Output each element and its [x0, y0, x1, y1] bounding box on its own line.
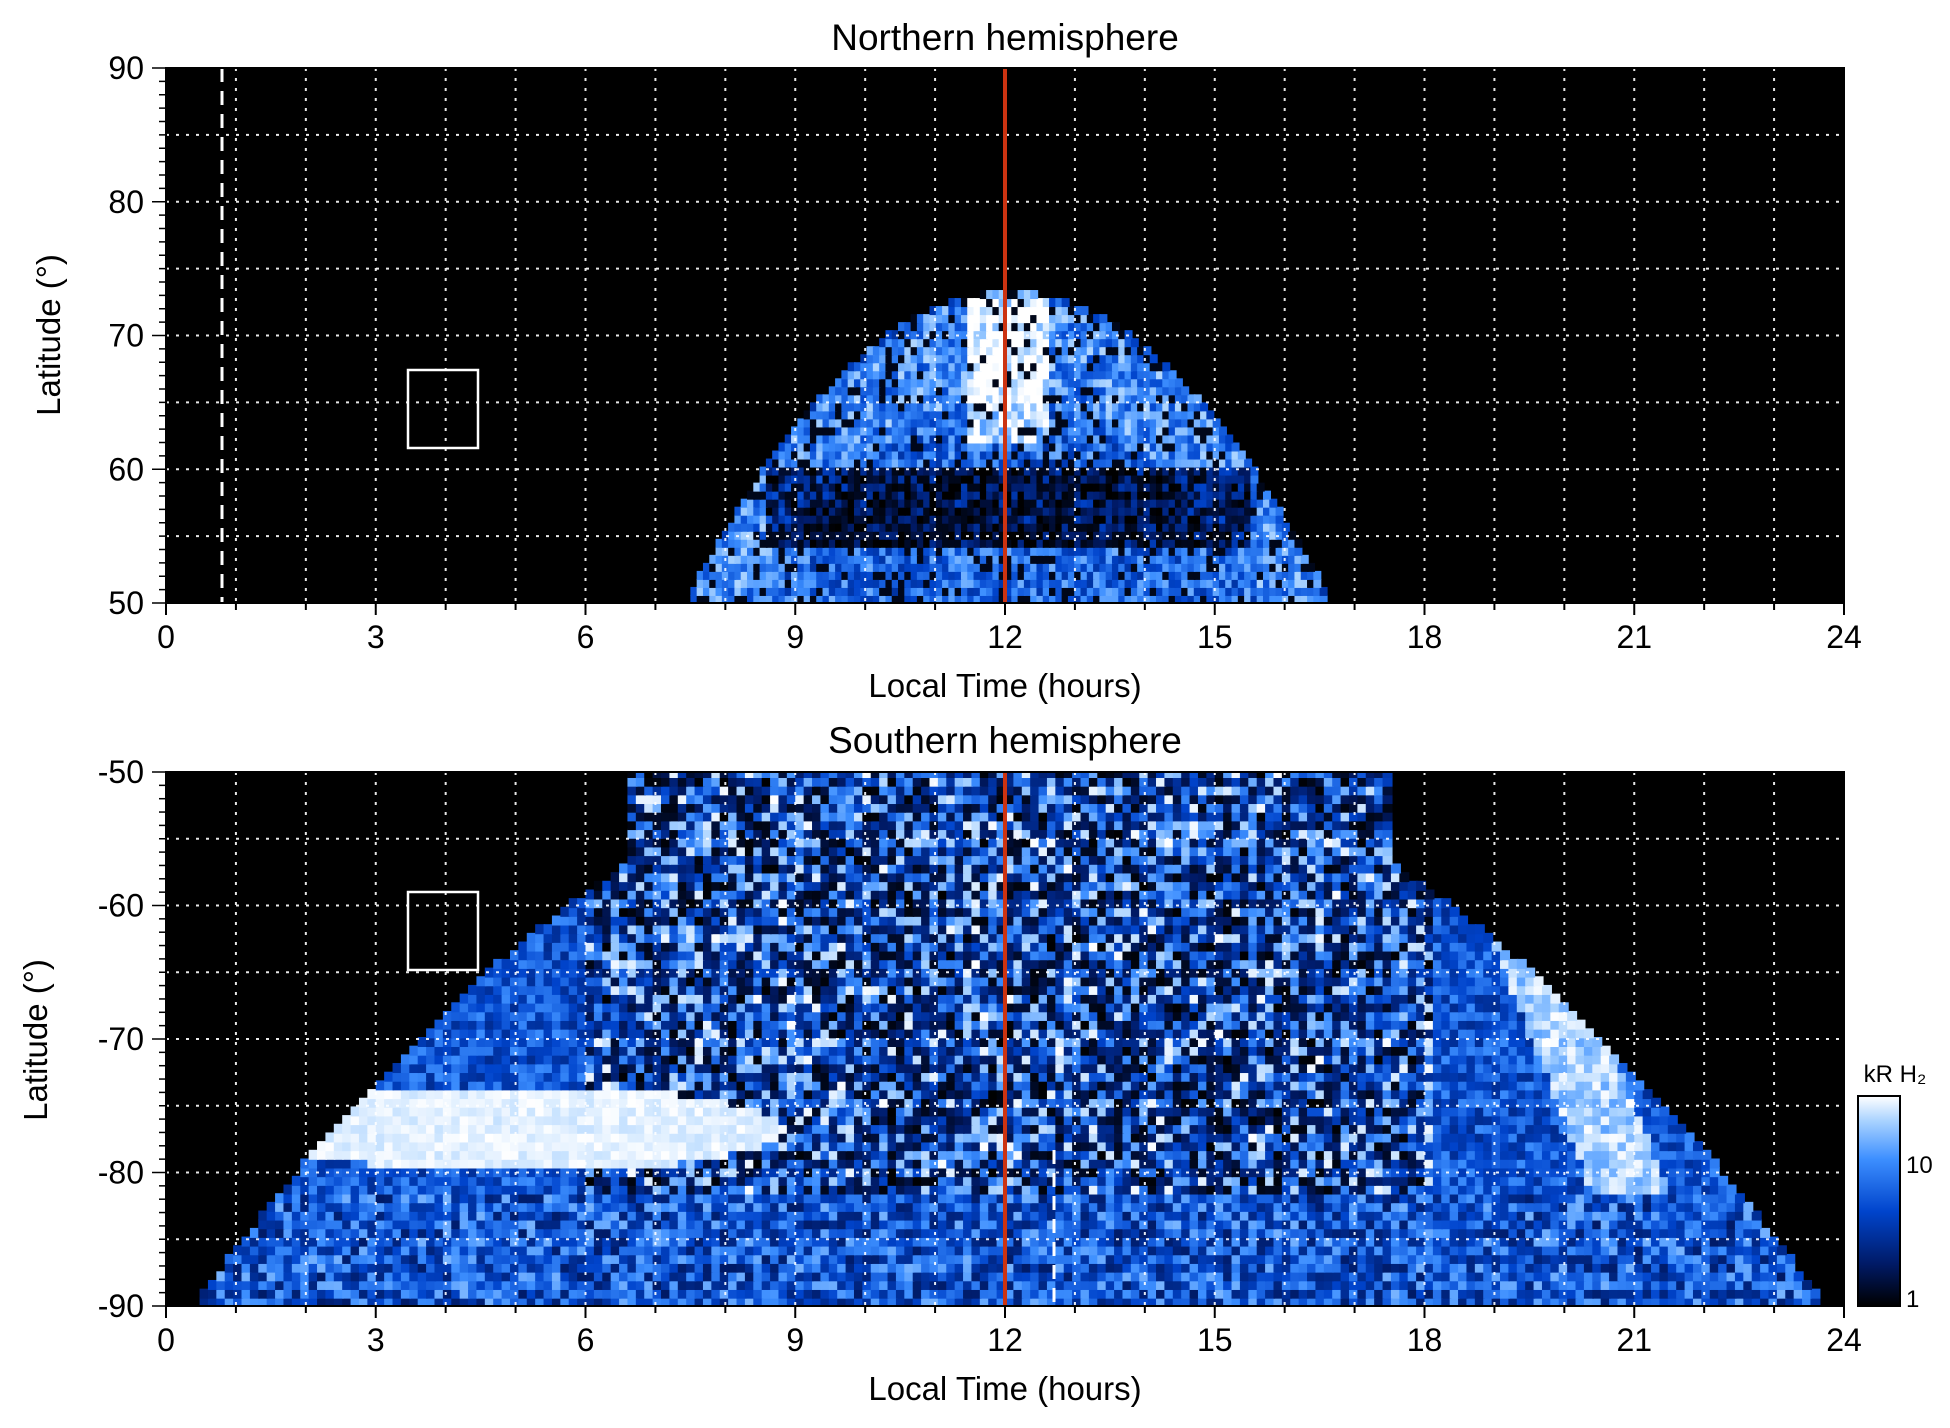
north-heat-cell: [1263, 491, 1271, 500]
north-heat-cell: [1294, 547, 1302, 556]
south-heat-cell: [1777, 1245, 1787, 1255]
north-heat-cell: [1313, 571, 1321, 580]
north-heat-cell: [1313, 579, 1321, 588]
north-heat-cell: [1150, 354, 1158, 363]
north-heat-cell: [1169, 370, 1177, 379]
south-heat-cell: [1768, 1237, 1778, 1247]
north-xtick-label: 18: [1407, 619, 1443, 655]
north-heat-cell: [1276, 507, 1284, 516]
north-heat-cell: [1225, 434, 1233, 443]
north-ytick-label: 90: [108, 50, 144, 86]
north-panel: Northern hemisphere 0 3 6 9 12 15 18 21 24 50 60 70…: [30, 17, 1862, 704]
north-title: Northern hemisphere: [831, 17, 1179, 58]
north-xtick-label: 0: [157, 619, 175, 655]
north-heat-cell: [1244, 459, 1252, 468]
north-ytick-label: 70: [108, 318, 144, 354]
north-xtick-label: 21: [1616, 619, 1652, 655]
north-xlabel: Local Time (hours): [868, 667, 1141, 704]
south-title: Southern hemisphere: [828, 720, 1182, 761]
south-heat-cell: [1760, 1228, 1770, 1238]
north-heat-cell: [1276, 515, 1284, 524]
north-heat-cell: [1030, 290, 1038, 299]
north-heat-cell: [1232, 443, 1240, 452]
north-ytick-label: 50: [108, 585, 144, 621]
north-heat-cell: [1062, 298, 1070, 307]
north-heat-cell: [1238, 451, 1246, 460]
north-heat-cell: [1219, 426, 1227, 435]
north-heat-cell: [1282, 523, 1290, 532]
north-xtick-label: 12: [987, 619, 1023, 655]
south-heat-cell: [1794, 1271, 1804, 1281]
north-heat-cell: [1320, 587, 1328, 596]
south-heat-cell: [1810, 1289, 1820, 1299]
north-heat-cell: [1131, 338, 1139, 347]
north-heat-cell: [1288, 531, 1296, 540]
north-xtick-label: 9: [786, 619, 804, 655]
north-xtick-label: 24: [1826, 619, 1862, 655]
north-heat-cell: [1257, 483, 1265, 492]
north-heat-cell: [1162, 362, 1170, 371]
north-heat-cell: [1081, 306, 1089, 315]
south-heat-cell: [1752, 1211, 1762, 1221]
north-heat-cell: [1301, 555, 1309, 564]
north-heat-cell: [1269, 499, 1277, 508]
south-heat-cell: [1802, 1280, 1812, 1290]
north-ytick-label: 80: [108, 184, 144, 220]
north-heat-cell: [1200, 402, 1208, 411]
south-heat-cell: [1785, 1254, 1795, 1264]
south-heat-cell: [1785, 1263, 1795, 1273]
north-heat-cell: [1250, 475, 1258, 484]
north-heat-cell: [1099, 314, 1107, 323]
north-xtick-label: 6: [577, 619, 595, 655]
north-heat-cell: [1307, 563, 1315, 572]
north-ytick-label: 60: [108, 451, 144, 487]
north-heat-cell: [1112, 322, 1120, 331]
north-heat-cell: [1206, 410, 1214, 419]
north-ylabel: Latitude (°): [30, 254, 67, 416]
north-heat-cell: [1175, 378, 1183, 387]
south-heat-cell: [1752, 1219, 1762, 1229]
north-xtick-label: 15: [1197, 619, 1233, 655]
north-heat-cell: [1294, 539, 1302, 548]
north-heat-cell: [1181, 386, 1189, 395]
north-xtick-label: 3: [367, 619, 385, 655]
north-heat-cell: [1250, 467, 1258, 476]
